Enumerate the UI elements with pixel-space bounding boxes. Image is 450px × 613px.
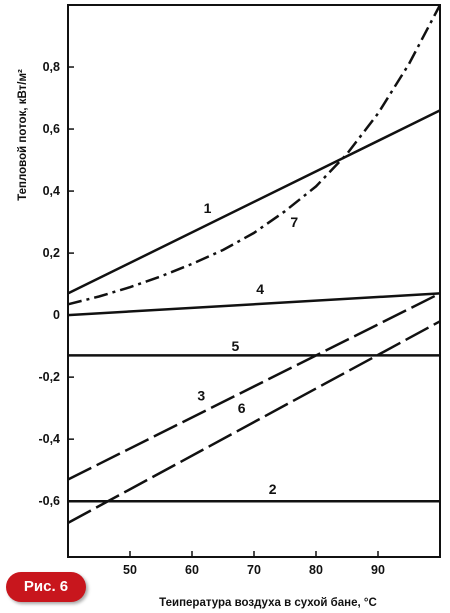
x-tick-label: 80 xyxy=(309,563,323,577)
y-tick-label: 0,4 xyxy=(43,184,60,198)
tick-layer: 50 60 70 80 90 0,8 0,6 0,4 0,2 0 -0,2 -0,4 -0,6 xyxy=(38,60,385,577)
x-axis-title: Теипература воздуха в сухой бане, °С xyxy=(159,597,377,609)
y-tick-label: -0,2 xyxy=(38,370,60,384)
figure-label: Рис. 6 xyxy=(23,578,69,595)
plot-frame xyxy=(67,4,441,558)
curve-label-6: 6 xyxy=(238,400,246,416)
y-tick-label: -0,6 xyxy=(38,494,60,508)
series-1-line xyxy=(67,109,441,295)
curve-label-1: 1 xyxy=(204,200,212,216)
x-tick-label: 70 xyxy=(247,563,261,577)
y-axis-title: Тепловой поток, кВт/м² xyxy=(17,69,29,201)
series-4-line xyxy=(67,292,441,317)
curve-label-4: 4 xyxy=(256,281,264,297)
curve-label-2: 2 xyxy=(269,481,277,497)
x-tick-label: 60 xyxy=(185,563,199,577)
curve-label-3: 3 xyxy=(197,388,205,404)
curve-label-7: 7 xyxy=(290,214,298,230)
series-6-line xyxy=(67,320,441,524)
y-tick-label: 0,2 xyxy=(43,246,60,260)
series-layer xyxy=(67,4,442,524)
y-tick-label: 0 xyxy=(53,308,60,322)
series-3-line xyxy=(67,292,441,481)
y-tick-label: -0,4 xyxy=(38,432,60,446)
y-tick-label: 0,8 xyxy=(43,60,60,74)
series-7-line xyxy=(67,4,442,306)
y-tick-label: 0,6 xyxy=(43,122,60,136)
curve-label-layer: 1 7 4 5 3 6 2 xyxy=(197,200,298,497)
x-tick-label: 50 xyxy=(123,563,137,577)
figure-badge: Рис. 6 xyxy=(6,572,86,602)
curve-label-5: 5 xyxy=(232,338,240,354)
x-tick-label: 90 xyxy=(371,563,385,577)
